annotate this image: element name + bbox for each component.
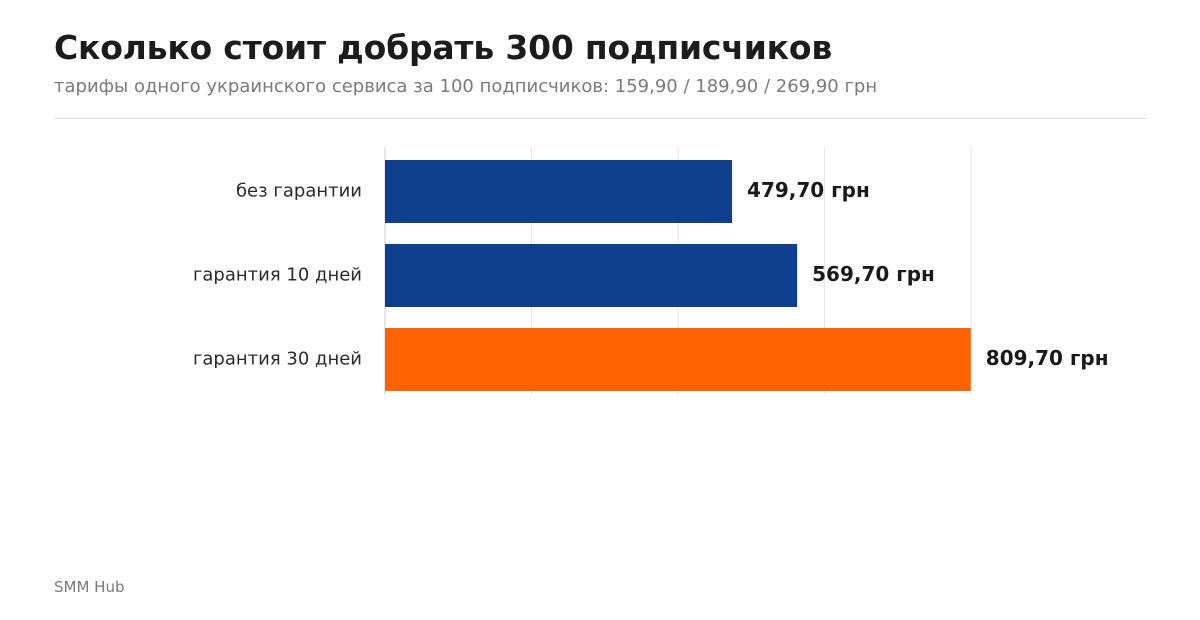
bar-1 <box>385 160 733 223</box>
category-label: гарантия 10 дней <box>193 265 362 286</box>
value-label: 569,70 грн <box>812 262 935 286</box>
bars <box>385 160 971 391</box>
value-label: 479,70 грн <box>747 178 870 202</box>
labels: без гарантии 479,70 грн гарантия 10 дней 56… <box>193 178 1109 370</box>
bar-2 <box>385 244 798 307</box>
title-divider <box>54 118 1147 119</box>
chart-subtitle: тарифы одного украинского сервиса за 100… <box>54 76 878 97</box>
category-label: гарантия 30 дней <box>193 349 362 370</box>
bar-3 <box>385 328 971 391</box>
chart-title: Сколько стоит добрать 300 подписчиков <box>54 28 833 67</box>
value-label: 809,70 грн <box>986 346 1109 370</box>
category-label: без гарантии <box>236 181 362 202</box>
source-label: SMM Hub <box>54 578 125 596</box>
